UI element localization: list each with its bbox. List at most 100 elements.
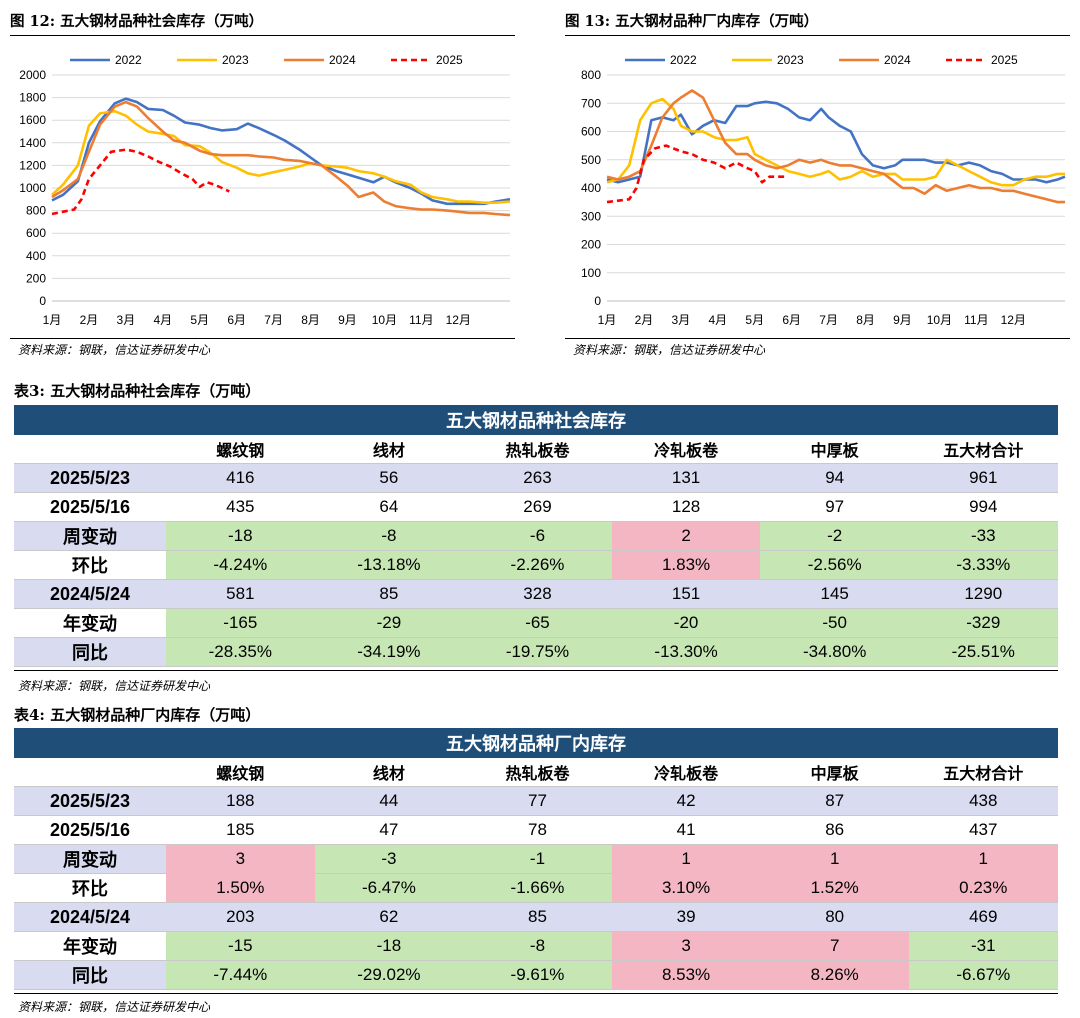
table-source: 资料来源：钢联，信达证券研发中心 <box>18 679 211 693</box>
table-3-title: 表3: 五大钢材品种社会库存（万吨） <box>14 382 261 400</box>
table-cell: -15 <box>166 932 315 960</box>
column-header-row: 螺纹钢 线材 热轧板卷 冷轧板卷 中厚板 五大材合计 <box>14 758 1058 787</box>
y-tick-label: 0 <box>594 294 601 308</box>
figure-bottom-rule <box>10 338 515 339</box>
table-row: 环比 1.50% -6.47% -1.66% 3.10% 1.52% 0.23% <box>14 874 1058 903</box>
table-cell: -13.18% <box>314 551 464 579</box>
table-cell: 128 <box>671 497 701 516</box>
y-tick-label: 1800 <box>19 91 46 105</box>
figure-source: 资料来源：钢联，信达证券研发中心 <box>18 343 211 357</box>
series-line-2023 <box>51 109 511 204</box>
table-cell: 435 <box>226 497 255 516</box>
table-cell: -6 <box>463 522 612 550</box>
x-tick-label: 6月 <box>227 313 246 327</box>
table-cell: 1.50% <box>166 874 315 902</box>
legend-label: 2025 <box>436 53 463 67</box>
row-label: 周变动 <box>14 522 166 550</box>
table-cell: -3 <box>314 845 464 873</box>
table-row: 2025/5/16 435 64 269 128 97 994 <box>14 493 1058 522</box>
column-header: 线材 <box>372 764 405 783</box>
figure-12: 图 12: 五大钢材品种社会库存（万吨） 0 200 400 600 800 1000 12… <box>0 0 515 360</box>
table-row: 2024/5/24 581 85 328 151 145 1290 <box>14 580 1058 609</box>
figure-title: 图 12: 五大钢材品种社会库存（万吨） <box>10 13 264 30</box>
table-cell: 85 <box>314 580 464 608</box>
x-tick-label: 3月 <box>672 313 691 327</box>
table-cell: 1.83% <box>611 551 761 579</box>
table-cell: 994 <box>969 497 998 516</box>
table-cell: -29 <box>314 609 464 637</box>
table-cell: -1 <box>463 845 612 873</box>
table-cell: 42 <box>611 787 761 815</box>
figure-title: 图 13: 五大钢材品种厂内库存（万吨） <box>565 13 819 30</box>
x-tick-label: 7月 <box>264 313 283 327</box>
table-cell: 87 <box>760 787 909 815</box>
social-inventory-chart: 0 200 400 600 800 1000 1200 1400 1600 1800 2000 1月 2… <box>19 53 511 327</box>
table-cell: 3 <box>166 845 315 873</box>
table-cell: 94 <box>760 464 909 492</box>
x-tick-label: 8月 <box>856 313 875 327</box>
y-tick-label: 800 <box>26 204 46 218</box>
legend-label: 2023 <box>777 53 804 67</box>
row-label: 2025/5/16 <box>49 819 131 840</box>
x-tick-label: 8月 <box>301 313 320 327</box>
table-cell: -6.67% <box>908 961 1058 989</box>
table-cell: 469 <box>908 903 1058 931</box>
row-label: 同比 <box>14 638 166 666</box>
row-label: 2024/5/24 <box>14 903 166 931</box>
table-cell: 328 <box>463 580 612 608</box>
x-tick-label: 2月 <box>635 313 654 327</box>
table-cell: 263 <box>463 464 612 492</box>
table-cell: 185 <box>226 820 255 839</box>
x-tick-label: 4月 <box>708 313 727 327</box>
column-header: 热轧板卷 <box>505 764 570 783</box>
column-header: 热轧板卷 <box>505 441 570 460</box>
table-cell: -2.26% <box>463 551 612 579</box>
x-tick-label: 4月 <box>153 313 172 327</box>
social-inventory-table: 五大钢材品种社会库存 螺纹钢 线材 热轧板卷 冷轧板卷 中厚板 五大材合计 2025/5/2… <box>14 405 1058 667</box>
table-cell: 1 <box>760 845 909 873</box>
table-row: 2024/5/24 203 62 85 39 80 469 <box>14 903 1058 932</box>
table-cell: -18 <box>166 522 315 550</box>
table-cell: -4.24% <box>166 551 315 579</box>
table-cell: 7 <box>760 932 909 960</box>
table-cell: -2.56% <box>760 551 909 579</box>
y-tick-label: 100 <box>581 266 601 280</box>
y-tick-label: 0 <box>39 294 46 308</box>
column-header: 冷轧板卷 <box>654 441 719 460</box>
table-cell: -165 <box>166 609 315 637</box>
table-cell: 97 <box>825 497 845 516</box>
x-tick-label: 3月 <box>117 313 136 327</box>
column-header: 冷轧板卷 <box>654 764 719 783</box>
table-cell: 47 <box>379 820 399 839</box>
y-tick-label: 200 <box>26 271 46 285</box>
x-tick-label: 5月 <box>745 313 764 327</box>
table-cell: 961 <box>908 464 1058 492</box>
table-cell: 85 <box>463 903 612 931</box>
table-cell: 2 <box>611 522 761 550</box>
y-tick-label: 400 <box>581 181 601 195</box>
table-cell: -34.80% <box>760 638 909 666</box>
table-cell: -8 <box>314 522 464 550</box>
table-cell: -329 <box>908 609 1058 637</box>
table-cell: 145 <box>760 580 909 608</box>
table-cell: 44 <box>314 787 464 815</box>
table-cell: -50 <box>760 609 909 637</box>
x-tick-label: 5月 <box>190 313 209 327</box>
table-cell: -34.19% <box>314 638 464 666</box>
table-cell: 41 <box>676 820 696 839</box>
table-cell: 269 <box>523 497 552 516</box>
table-cell: 188 <box>166 787 315 815</box>
y-tick-label: 1200 <box>19 158 46 172</box>
legend-label: 2022 <box>670 53 697 67</box>
table-cell: 1 <box>908 845 1058 873</box>
row-label: 同比 <box>14 961 166 989</box>
table-cell: 151 <box>611 580 761 608</box>
table-header: 五大钢材品种厂内库存 <box>14 728 1058 758</box>
table-cell: 39 <box>611 903 761 931</box>
y-tick-label: 1400 <box>19 136 46 150</box>
row-label: 环比 <box>72 556 108 576</box>
x-tick-label: 1月 <box>43 313 62 327</box>
y-tick-label: 600 <box>26 226 46 240</box>
y-tick-label: 600 <box>581 125 601 139</box>
table-cell: -8 <box>463 932 612 960</box>
